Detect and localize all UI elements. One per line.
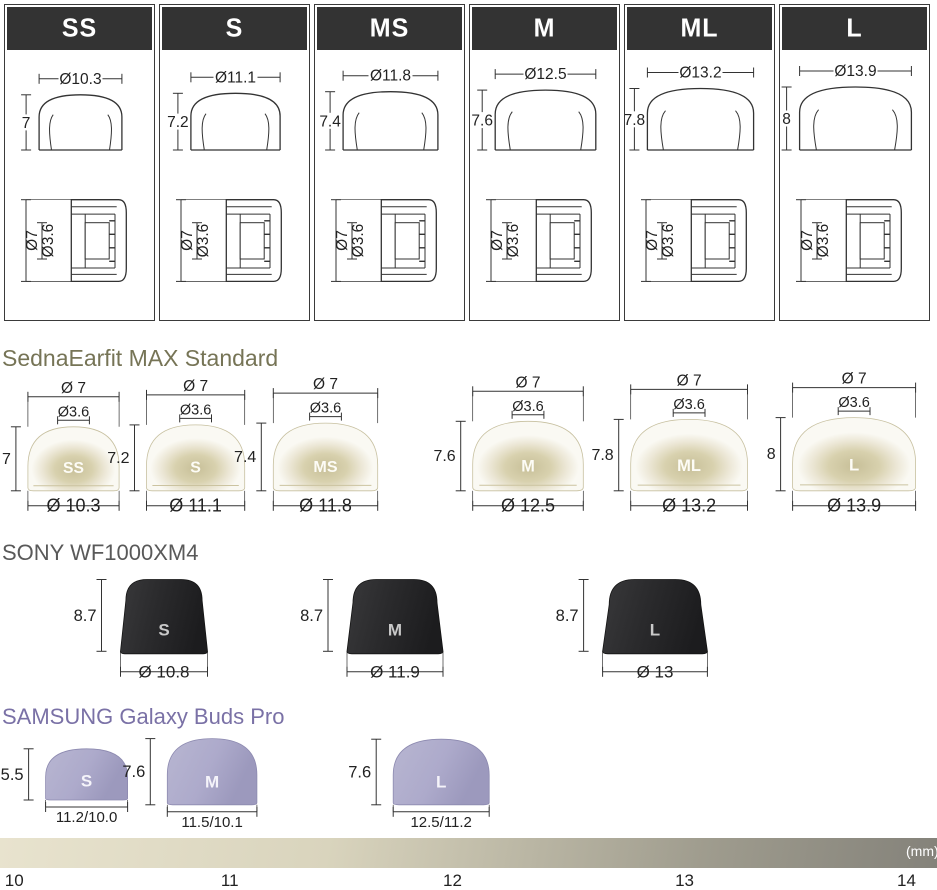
- svg-text:L: L: [849, 455, 859, 474]
- svg-text:Ø7: Ø7: [644, 230, 661, 251]
- svg-text:Ø7: Ø7: [24, 230, 41, 251]
- svg-text:7.4: 7.4: [234, 449, 256, 466]
- svg-text:Ø10.3: Ø10.3: [59, 71, 101, 88]
- svg-text:M: M: [388, 621, 402, 640]
- svg-text:7.2: 7.2: [167, 114, 189, 131]
- svg-text:Ø 11.9: Ø 11.9: [370, 662, 420, 681]
- svg-text:M: M: [521, 457, 535, 475]
- svg-text:SS: SS: [63, 460, 84, 477]
- svg-text:Ø13.2: Ø13.2: [679, 65, 721, 82]
- svg-text:Ø 12.5: Ø 12.5: [501, 495, 555, 515]
- svg-text:Ø7: Ø7: [179, 230, 196, 251]
- svg-text:L: L: [650, 621, 660, 640]
- svg-text:ML: ML: [677, 457, 701, 475]
- svg-text:Ø13.9: Ø13.9: [834, 63, 876, 80]
- svg-text:M: M: [205, 773, 219, 792]
- svg-text:Ø 7: Ø 7: [516, 374, 541, 391]
- svg-text:Ø 10.3: Ø 10.3: [46, 495, 100, 515]
- svg-text:Ø12.5: Ø12.5: [524, 66, 566, 83]
- svg-text:L: L: [436, 773, 446, 792]
- svg-text:7.2: 7.2: [107, 450, 129, 467]
- svg-text:Ø 10.8: Ø 10.8: [138, 662, 189, 681]
- svg-text:7.6: 7.6: [471, 113, 493, 130]
- svg-text:S: S: [158, 621, 169, 640]
- svg-text:Ø7: Ø7: [489, 230, 506, 251]
- svg-text:Ø3.6: Ø3.6: [815, 224, 832, 258]
- svg-text:Ø 7: Ø 7: [842, 371, 867, 388]
- svg-text:5.5: 5.5: [1, 766, 24, 784]
- svg-text:Ø3.6: Ø3.6: [838, 395, 869, 411]
- svg-text:Ø3.6: Ø3.6: [660, 224, 677, 258]
- svg-text:7.8: 7.8: [591, 447, 613, 464]
- svg-text:Ø3.6: Ø3.6: [350, 224, 367, 258]
- svg-text:7: 7: [2, 451, 11, 468]
- svg-text:Ø3.6: Ø3.6: [673, 397, 704, 413]
- svg-text:Ø 13: Ø 13: [637, 662, 674, 681]
- svg-text:Ø3.6: Ø3.6: [310, 401, 341, 417]
- svg-text:8.7: 8.7: [300, 607, 323, 625]
- svg-text:7.4: 7.4: [319, 113, 341, 130]
- svg-text:Ø 13.2: Ø 13.2: [662, 495, 716, 515]
- svg-text:Ø7: Ø7: [799, 230, 816, 251]
- svg-text:Ø3.6: Ø3.6: [40, 224, 57, 258]
- svg-text:7.6: 7.6: [348, 764, 371, 782]
- svg-text:Ø 7: Ø 7: [61, 380, 86, 397]
- svg-text:7.6: 7.6: [433, 448, 455, 465]
- svg-text:8.7: 8.7: [74, 607, 97, 625]
- svg-text:Ø3.6: Ø3.6: [505, 224, 522, 258]
- svg-text:7.8: 7.8: [625, 112, 645, 129]
- svg-text:Ø3.6: Ø3.6: [180, 402, 211, 418]
- svg-text:Ø3.6: Ø3.6: [512, 399, 543, 415]
- svg-text:Ø 7: Ø 7: [183, 378, 208, 395]
- svg-text:Ø3.6: Ø3.6: [195, 224, 212, 258]
- svg-text:Ø7: Ø7: [334, 230, 351, 251]
- svg-text:Ø 7: Ø 7: [313, 376, 338, 393]
- svg-text:Ø 11.1: Ø 11.1: [169, 495, 222, 515]
- svg-text:Ø11.8: Ø11.8: [370, 68, 411, 85]
- svg-text:8: 8: [782, 111, 791, 128]
- svg-text:7.6: 7.6: [122, 763, 145, 781]
- svg-text:7: 7: [22, 115, 31, 132]
- svg-text:S: S: [190, 459, 201, 476]
- svg-text:Ø 7: Ø 7: [677, 372, 702, 389]
- svg-text:Ø 13.9: Ø 13.9: [827, 495, 881, 515]
- svg-text:Ø 11.8: Ø 11.8: [299, 495, 352, 515]
- svg-text:Ø3.6: Ø3.6: [58, 404, 89, 420]
- svg-text:8: 8: [767, 446, 776, 463]
- svg-text:8.7: 8.7: [556, 607, 579, 625]
- svg-text:MS: MS: [313, 458, 337, 476]
- svg-text:Ø11.1: Ø11.1: [215, 69, 256, 86]
- svg-text:S: S: [81, 772, 92, 791]
